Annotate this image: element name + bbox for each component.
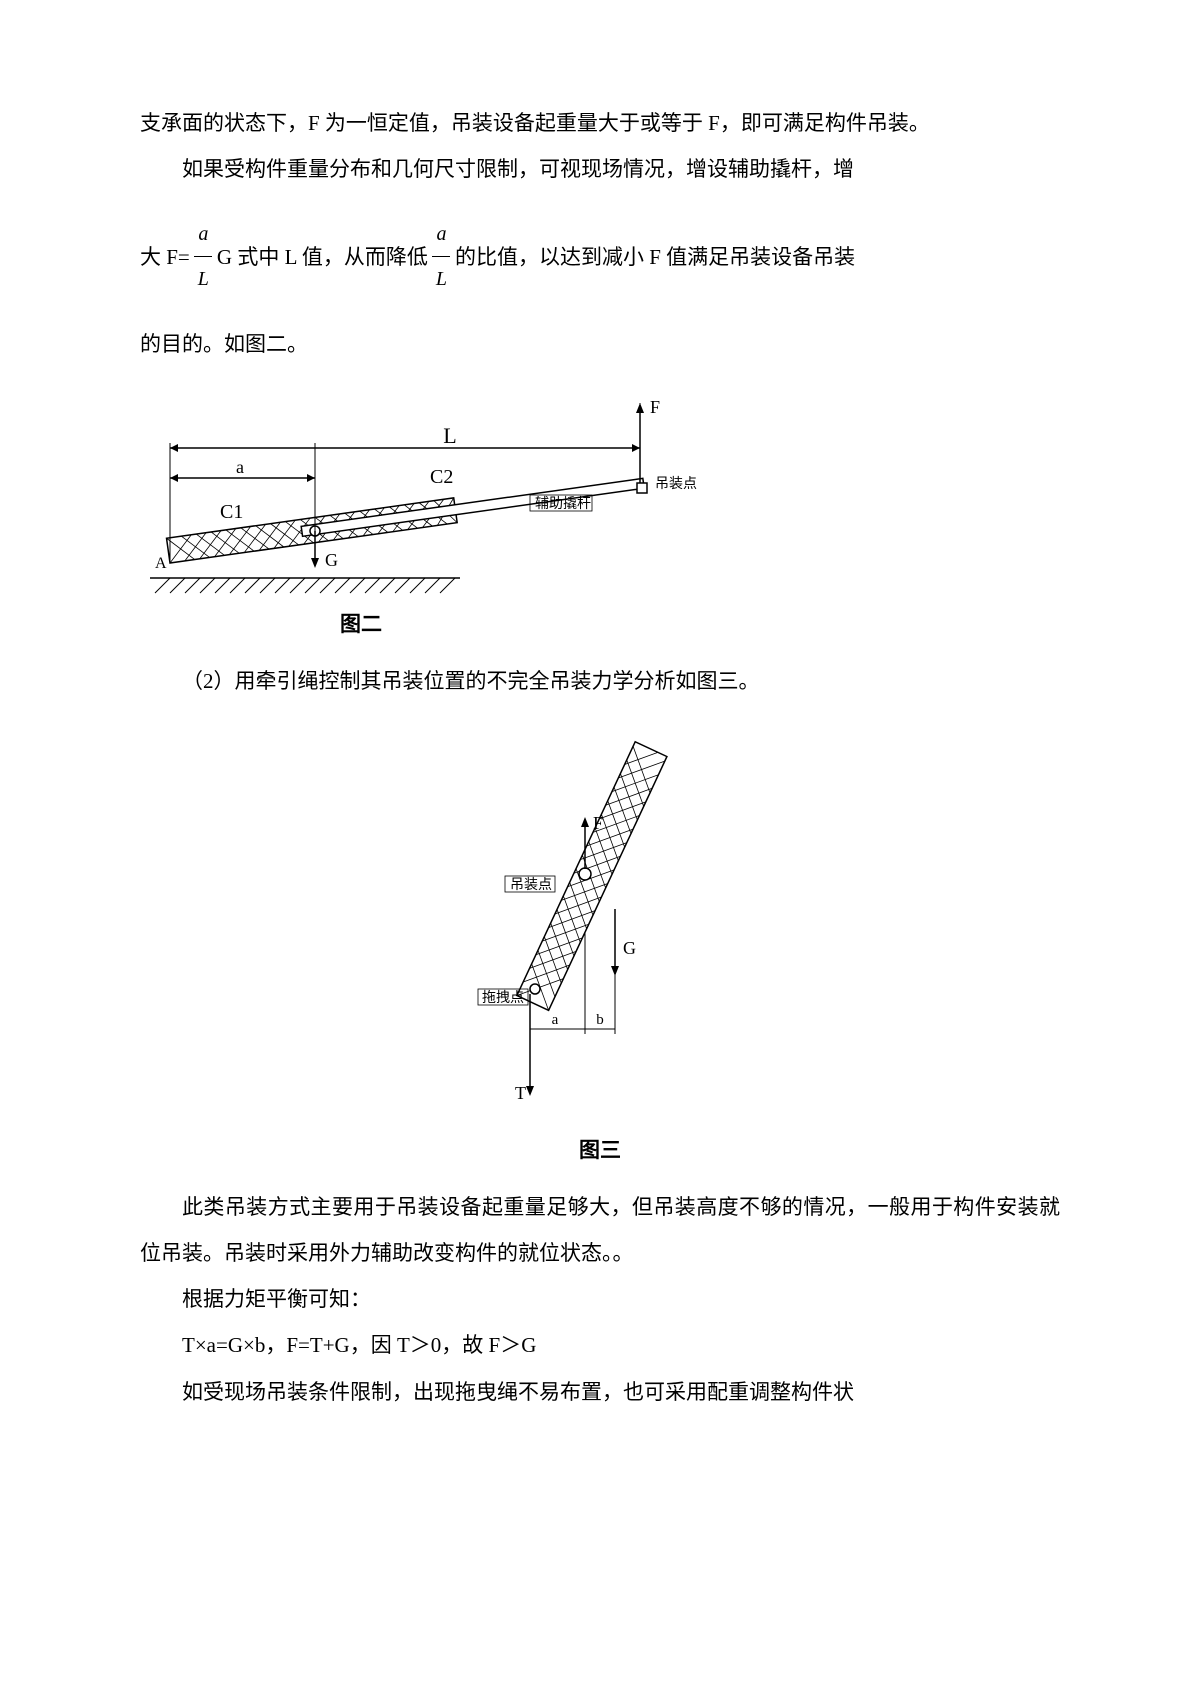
paragraph-8: T×a=G×b，F=T+G，因 T＞0，故 F＞G — [140, 1322, 1060, 1368]
label-a: a — [236, 457, 244, 477]
fraction-den: L — [194, 257, 213, 301]
paragraph-5: （2）用牵引绳控制其吊装位置的不完全吊装力学分析如图三。 — [140, 658, 1060, 704]
paragraph-2: 如果受构件重量分布和几何尺寸限制，可视现场情况，增设辅助撬杆，增 — [140, 146, 1060, 192]
label-f3: F — [593, 813, 603, 833]
label-t: T — [515, 1083, 526, 1103]
label-drag3: 拖拽点 — [482, 989, 524, 1005]
fraction-num: a — [432, 212, 450, 257]
label-hoist-point: 吊装点 — [655, 475, 697, 491]
aux-bar — [301, 478, 644, 536]
paragraph-6: 此类吊装方式主要用于吊装设备起重量足够大，但吊装高度不够的情况，一般用于构件安装… — [140, 1184, 1060, 1276]
figure-2-container: a L F G A C1 C2 吊装点 辅助撬杆 图二 — [140, 388, 1060, 638]
formula-mid1: G 式中 L 值，从而降低 — [217, 234, 428, 280]
fraction-2: a L — [432, 212, 451, 301]
figure-3-container: F G T a b 吊装点 拖拽点 图三 — [140, 724, 1060, 1164]
label-b3: b — [596, 1012, 604, 1028]
paragraph-1: 支承面的状态下，F 为一恒定值，吊装设备起重量大于或等于 F，即可满足构件吊装。 — [140, 100, 1060, 146]
paragraph-9: 如受现场吊装条件限制，出现拖曳绳不易布置，也可采用配重调整构件状 — [140, 1369, 1060, 1415]
label-hoist3: 吊装点 — [510, 876, 552, 892]
figure-2-diagram: a L F G A C1 C2 吊装点 辅助撬杆 — [140, 388, 700, 598]
label-a-point: A — [155, 555, 167, 572]
label-l: L — [443, 423, 456, 448]
formula-line: 大 F= a L G 式中 L 值，从而降低 a L 的比值，以达到减小 F 值… — [140, 212, 1060, 301]
label-g: G — [325, 550, 338, 570]
fraction-num: a — [194, 212, 212, 257]
label-a3: a — [552, 1012, 559, 1028]
figure-2-caption: 图二 — [340, 608, 382, 638]
formula-mid2: 的比值，以达到减小 F 值满足吊装设备吊装 — [455, 234, 855, 280]
label-g3: G — [623, 938, 636, 958]
figure-3-caption: 图三 — [579, 1134, 621, 1164]
paragraph-7: 根据力矩平衡可知： — [140, 1276, 1060, 1322]
label-aux-bar: 辅助撬杆 — [535, 495, 591, 511]
fraction-1: a L — [194, 212, 213, 301]
formula-pre: 大 F= — [140, 234, 190, 280]
hoist-point-circle — [579, 868, 591, 880]
label-f: F — [650, 397, 660, 417]
figure-3-diagram: F G T a b 吊装点 拖拽点 — [450, 724, 750, 1124]
ground-hatch — [155, 578, 455, 593]
paragraph-4: 的目的。如图二。 — [140, 321, 1060, 367]
drag-point-circle — [530, 984, 540, 994]
label-c2: C2 — [430, 466, 453, 488]
label-c1: C1 — [220, 501, 243, 523]
fraction-den: L — [432, 257, 451, 301]
